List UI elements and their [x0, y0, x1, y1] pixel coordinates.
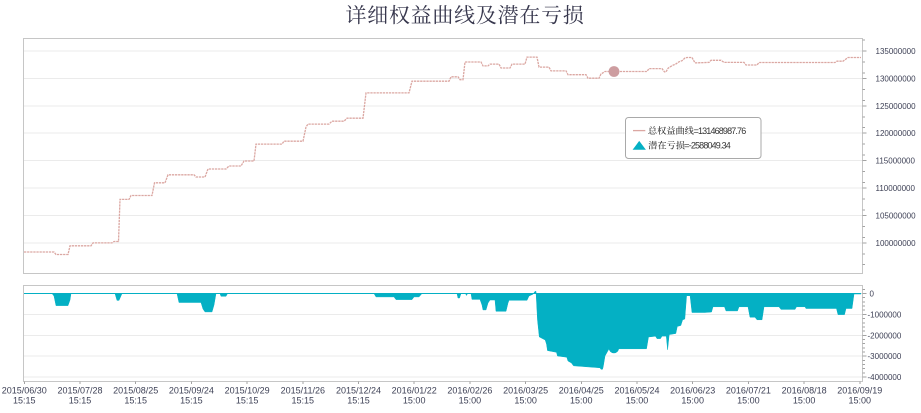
svg-text:2016/08/18: 2016/08/18 [782, 386, 827, 396]
svg-text:15:15: 15:15 [236, 396, 259, 406]
svg-text:-4000000: -4000000 [868, 373, 902, 382]
svg-text:2016/05/24: 2016/05/24 [614, 386, 659, 396]
svg-text:2015/09/24: 2015/09/24 [169, 386, 214, 396]
svg-text:2016/07/21: 2016/07/21 [726, 386, 771, 396]
svg-text:15:00: 15:00 [459, 396, 482, 406]
svg-text:2016/04/25: 2016/04/25 [559, 386, 604, 396]
svg-text:15:00: 15:00 [737, 396, 760, 406]
svg-text:15:15: 15:15 [13, 396, 36, 406]
svg-text:15:15: 15:15 [124, 396, 147, 406]
svg-text:2015/12/24: 2015/12/24 [336, 386, 381, 396]
svg-text:15:15: 15:15 [69, 396, 92, 406]
svg-text:120000000: 120000000 [876, 129, 917, 138]
svg-text:15:15: 15:15 [180, 396, 203, 406]
svg-text:2016/02/26: 2016/02/26 [447, 386, 492, 396]
svg-text:2015/06/30: 2015/06/30 [2, 386, 47, 396]
svg-text:15:00: 15:00 [626, 396, 649, 406]
svg-text:2015/11/26: 2015/11/26 [281, 386, 325, 396]
svg-text:110000000: 110000000 [876, 184, 916, 193]
svg-text:0: 0 [870, 290, 875, 299]
svg-text:115000000: 115000000 [876, 157, 916, 166]
svg-text:125000000: 125000000 [876, 102, 917, 111]
svg-text:=-2588049.34: =-2588049.34 [684, 141, 730, 151]
svg-text:2015/07/28: 2015/07/28 [57, 386, 102, 396]
svg-text:15:00: 15:00 [514, 396, 537, 406]
svg-text:15:00: 15:00 [849, 396, 872, 406]
svg-text:105000000: 105000000 [876, 211, 917, 220]
svg-text:2015/08/25: 2015/08/25 [113, 386, 158, 396]
svg-text:15:15: 15:15 [292, 396, 315, 406]
svg-text:135000000: 135000000 [876, 47, 917, 56]
svg-text:15:15: 15:15 [347, 396, 370, 406]
svg-text:-1000000: -1000000 [868, 310, 902, 319]
svg-text:2015/10/29: 2015/10/29 [225, 386, 270, 396]
svg-text:130000000: 130000000 [876, 74, 917, 83]
svg-text:15:00: 15:00 [793, 396, 816, 406]
svg-text:-3000000: -3000000 [868, 352, 902, 361]
svg-text:15:00: 15:00 [570, 396, 593, 406]
svg-text:15:00: 15:00 [403, 396, 426, 406]
svg-text:2016/01/22: 2016/01/22 [392, 386, 437, 396]
svg-text:100000000: 100000000 [876, 239, 917, 248]
svg-text:2016/03/25: 2016/03/25 [503, 386, 548, 396]
svg-text:2016/06/23: 2016/06/23 [670, 386, 715, 396]
svg-text:15:00: 15:00 [681, 396, 704, 406]
svg-text:=131468987.76: =131468987.76 [694, 126, 747, 136]
svg-text:2016/09/19: 2016/09/19 [837, 386, 882, 396]
svg-text:-2000000: -2000000 [868, 331, 902, 340]
